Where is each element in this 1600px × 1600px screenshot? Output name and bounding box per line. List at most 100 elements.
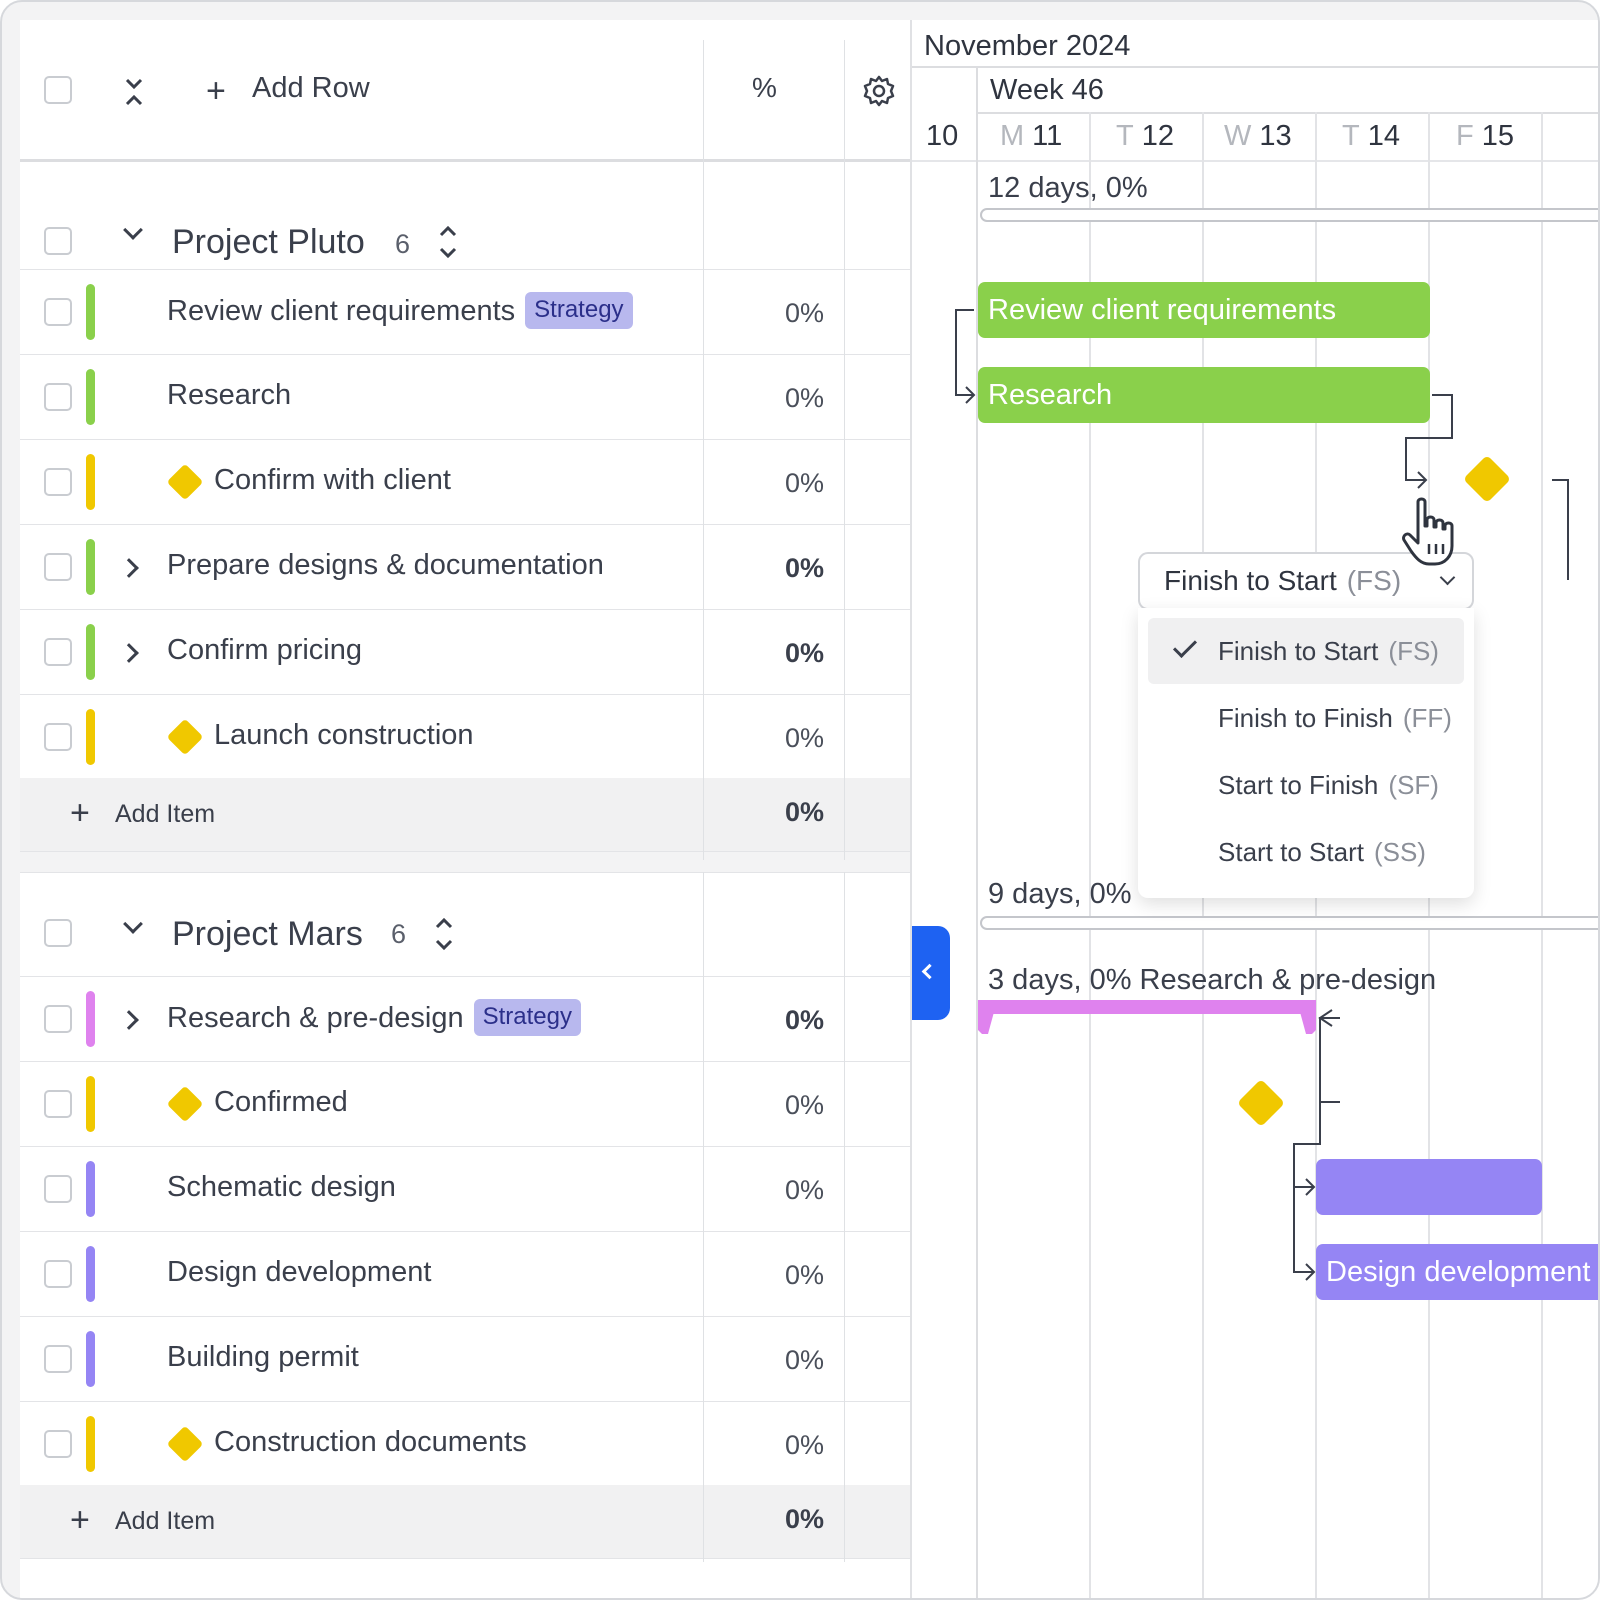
task-name[interactable]: Research — [167, 379, 292, 411]
row-checkbox[interactable] — [44, 1345, 72, 1373]
dependency-option-sf[interactable]: Start to Finish (SF) — [1218, 770, 1439, 800]
column-divider — [703, 872, 704, 1562]
row-checkbox[interactable] — [44, 1430, 72, 1458]
task-name[interactable]: Confirm pricing — [167, 634, 362, 666]
add-item-row[interactable]: + Add Item 0% — [20, 1485, 910, 1559]
dependency-option-fs[interactable]: Finish to Start (FS) — [1148, 618, 1464, 684]
row-checkbox[interactable] — [44, 1005, 72, 1033]
subgroup-row[interactable]: Prepare designs & documentation 0% — [20, 525, 910, 610]
task-percent[interactable]: 0% — [784, 468, 824, 498]
strategy-tag[interactable]: Strategy — [473, 999, 581, 1036]
add-item-label[interactable]: Add Item — [115, 800, 216, 828]
group-title[interactable]: Project Mars — [172, 915, 363, 953]
task-name[interactable]: Building permit — [167, 1341, 359, 1373]
group-summary-bar[interactable] — [980, 208, 1598, 222]
task-name[interactable]: Confirmed — [214, 1086, 348, 1118]
chevron-down-icon[interactable] — [123, 914, 143, 934]
task-name[interactable]: Research & pre-design Strategy — [167, 999, 581, 1038]
percent-column-header[interactable]: % — [752, 72, 777, 103]
group-count: 6 — [391, 919, 407, 949]
row-checkbox[interactable] — [44, 638, 72, 666]
sort-icon[interactable] — [438, 225, 458, 259]
task-percent[interactable]: 0% — [784, 553, 824, 583]
subgroup-row[interactable]: Confirm pricing 0% — [20, 610, 910, 695]
group-checkbox[interactable] — [44, 227, 72, 255]
task-name[interactable]: Construction documents — [214, 1426, 527, 1458]
row-color-bar — [86, 454, 95, 510]
task-row[interactable]: Review client requirements Strategy 0% — [20, 270, 910, 355]
task-percent[interactable]: 0% — [784, 1005, 824, 1035]
task-percent[interactable]: 0% — [784, 1175, 824, 1205]
group-title[interactable]: Project Pluto — [172, 223, 365, 261]
chevron-right-icon[interactable] — [119, 558, 139, 578]
gantt-bar-design-development[interactable]: Design development — [1316, 1244, 1598, 1300]
task-label: Review client requirements — [167, 295, 516, 328]
column-divider — [844, 40, 845, 860]
dependency-option-ff[interactable]: Finish to Finish (FF) — [1218, 703, 1452, 733]
group-row-project-pluto[interactable]: Project Pluto 6 — [20, 165, 910, 270]
row-checkbox[interactable] — [44, 723, 72, 751]
gear-icon[interactable] — [862, 74, 896, 108]
task-name[interactable]: Confirm with client — [214, 464, 451, 496]
gantt-subgroup-bar-research-pre-design[interactable] — [978, 1000, 1316, 1014]
select-all-checkbox[interactable] — [44, 76, 72, 104]
strategy-tag[interactable]: Strategy — [525, 292, 633, 329]
group-row-project-mars[interactable]: Project Mars 6 — [20, 872, 910, 977]
chevron-right-icon[interactable] — [119, 643, 139, 663]
task-row[interactable]: Schematic design 0% — [20, 1147, 910, 1232]
gantt-bar-review-client-requirements[interactable]: Review client requirements — [978, 282, 1430, 338]
task-row[interactable]: Research 0% — [20, 355, 910, 440]
task-percent[interactable]: 0% — [784, 723, 824, 753]
gantt-bar-research[interactable]: Research — [978, 367, 1430, 423]
collapse-all-icon[interactable] — [122, 76, 146, 108]
chevron-down-icon[interactable] — [123, 220, 143, 240]
row-checkbox[interactable] — [44, 298, 72, 326]
subgroup-row[interactable]: Research & pre-design Strategy 0% — [20, 977, 910, 1062]
day-header: 10 — [926, 120, 959, 152]
column-divider — [844, 872, 845, 1562]
task-name[interactable]: Review client requirements Strategy — [167, 292, 633, 331]
milestone-row[interactable]: Confirmed 0% — [20, 1062, 910, 1147]
row-checkbox[interactable] — [44, 1260, 72, 1288]
row-checkbox[interactable] — [44, 383, 72, 411]
task-name[interactable]: Design development — [167, 1256, 432, 1288]
gantt-bar-schematic-design[interactable] — [1316, 1159, 1542, 1215]
row-color-bar — [86, 624, 95, 680]
milestone-icon — [166, 463, 204, 501]
dependency-type-abbr: (FS) — [1346, 565, 1402, 596]
task-row[interactable]: Design development 0% — [20, 1232, 910, 1317]
task-percent[interactable]: 0% — [784, 1090, 824, 1120]
task-percent[interactable]: 0% — [784, 1260, 824, 1290]
group-summary-bar[interactable] — [980, 916, 1598, 930]
add-item-row[interactable]: + Add Item 0% — [20, 778, 910, 852]
chevron-right-icon[interactable] — [119, 1010, 139, 1030]
group-total-percent: 0% — [784, 1504, 824, 1534]
check-icon — [1172, 633, 1198, 659]
row-checkbox[interactable] — [44, 468, 72, 496]
task-name[interactable]: Prepare designs & documentation — [167, 549, 604, 581]
task-percent[interactable]: 0% — [784, 1345, 824, 1375]
row-color-bar — [86, 709, 95, 765]
task-row[interactable]: Building permit 0% — [20, 1317, 910, 1402]
add-item-label[interactable]: Add Item — [115, 1507, 216, 1535]
task-percent[interactable]: 0% — [784, 383, 824, 413]
row-checkbox[interactable] — [44, 1090, 72, 1118]
milestone-row[interactable]: Construction documents 0% — [20, 1402, 910, 1487]
group-checkbox[interactable] — [44, 919, 72, 947]
dependency-option-ss[interactable]: Start to Start (SS) — [1218, 837, 1426, 867]
sort-icon[interactable] — [434, 917, 454, 951]
task-percent[interactable]: 0% — [784, 1430, 824, 1460]
plus-icon: + — [70, 1501, 90, 1539]
task-percent[interactable]: 0% — [784, 298, 824, 328]
row-checkbox[interactable] — [44, 1175, 72, 1203]
timeline-month: November 2024 — [924, 30, 1131, 62]
milestone-row[interactable]: Confirm with client 0% — [20, 440, 910, 525]
task-percent[interactable]: 0% — [784, 638, 824, 668]
row-color-bar — [86, 1161, 95, 1217]
task-name[interactable]: Launch construction — [214, 719, 474, 751]
collapse-panel-button[interactable] — [912, 926, 950, 1020]
milestone-row[interactable]: Launch construction 0% — [20, 695, 910, 780]
task-name[interactable]: Schematic design — [167, 1171, 396, 1203]
row-checkbox[interactable] — [44, 553, 72, 581]
